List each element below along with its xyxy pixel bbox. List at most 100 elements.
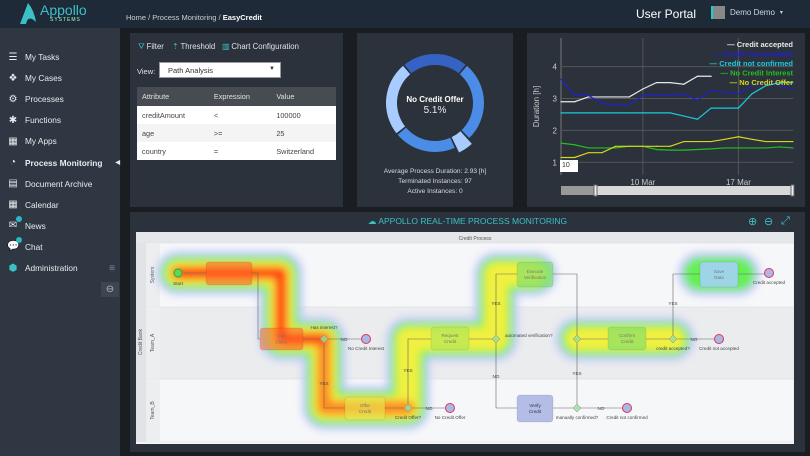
monitoring-panel: ☁ APPOLLO REAL-TIME PROCESS MONITORING ⊕… <box>130 212 805 452</box>
data-point <box>655 94 658 96</box>
navigator[interactable] <box>561 186 793 195</box>
gateway[interactable] <box>572 403 582 413</box>
y-axis-label: Duration [h] <box>532 86 541 127</box>
sidebar-item-processes[interactable]: ⚙ Processes <box>7 91 119 107</box>
data-point <box>696 140 699 143</box>
donut-slice[interactable] <box>397 127 455 152</box>
breadcrumb-process-monitoring[interactable]: Process Monitoring <box>152 13 217 22</box>
process-heatmap-diagram[interactable]: Credit Process Credit Bank System Team_A Tea… <box>136 232 794 444</box>
task-label: Credit <box>444 339 457 344</box>
sidebar-item-process-monitoring[interactable]: ◔ Process Monitoring ◀ <box>7 155 120 171</box>
sidebar-item-my-apps[interactable]: ▦ My Apps <box>7 133 119 149</box>
user-menu[interactable]: Demo Demo ▾ <box>711 6 783 19</box>
table-row[interactable]: country = Switzerland <box>137 142 336 160</box>
navigator-handle-right[interactable] <box>790 184 795 197</box>
end-event[interactable] <box>714 334 724 344</box>
collapse-sidebar-button[interactable]: ⊖ <box>101 282 119 297</box>
cell: country <box>137 142 209 160</box>
zoom-out-icon[interactable]: ⊖ <box>764 216 774 228</box>
donut-slice[interactable] <box>386 65 411 134</box>
data-point <box>778 146 780 148</box>
donut-panel: No Credit Offer 5.1% Average Process Dur… <box>357 33 513 207</box>
lane-label-column <box>146 379 160 442</box>
terminated-instances: Terminated Instances: 97 <box>398 178 472 185</box>
sidebar-item-news[interactable]: ✉ News <box>7 216 119 234</box>
sidebar-item-calendar[interactable]: ▦ Calendar <box>7 197 119 213</box>
table-row[interactable]: creditAmount <100000 <box>137 106 336 124</box>
data-point <box>751 147 753 149</box>
sidebar-item-label: Document Archive <box>25 178 93 189</box>
data-point <box>778 85 780 87</box>
series-line-no-credit-offer[interactable] <box>561 136 793 159</box>
threshold-button[interactable]: ⇡ Threshold <box>172 42 215 51</box>
legend-item[interactable]: — No Credit Offer <box>730 78 793 87</box>
sidebar-item-label: Process Monitoring <box>25 157 103 168</box>
series-line-credit-not-confirmed[interactable] <box>561 82 793 120</box>
cell: < <box>208 106 272 124</box>
series-line-credit-not-accepted[interactable] <box>560 79 794 106</box>
series-line-no-credit-interest[interactable] <box>560 142 794 151</box>
chart-configuration-button[interactable]: ▥ Chart Configuration <box>222 42 299 51</box>
logo[interactable]: Appollo SYSTEMS <box>18 1 88 27</box>
data-point <box>587 147 589 149</box>
breadcrumb-home[interactable]: Home <box>126 13 147 22</box>
expand-icon[interactable]: ⊞ <box>109 265 115 272</box>
sidebar-item-chat[interactable]: 💬 Chat <box>7 237 119 255</box>
active-indicator-icon: ◀ <box>115 160 120 166</box>
data-point <box>601 102 603 104</box>
sidebar-item-administration[interactable]: ⬢ Administration ⊞ <box>7 260 119 276</box>
task-label: Credit <box>529 409 542 414</box>
series-line-credit-accepted[interactable] <box>561 75 712 103</box>
gateway[interactable] <box>319 334 329 344</box>
cube-icon: ⬢ <box>8 262 18 274</box>
gateway[interactable] <box>403 403 413 413</box>
monitor-icon: ☁ <box>367 216 377 226</box>
donut-center-label: No Credit Offer <box>406 95 464 104</box>
zoom-in-icon[interactable]: ⊕ <box>748 216 758 228</box>
navigator-handle-left[interactable] <box>593 184 598 197</box>
lane-label: Team_A <box>150 333 156 352</box>
range-input[interactable]: 10 <box>560 160 578 172</box>
sidebar-item-my-cases[interactable]: ❖ My Cases <box>7 70 119 86</box>
monitoring-title: ☁ APPOLLO REAL-TIME PROCESS MONITORING <box>130 216 805 227</box>
data-point <box>792 147 794 149</box>
data-point <box>751 93 753 95</box>
fullscreen-icon[interactable]: ⤢ <box>781 215 790 227</box>
filter-button[interactable]: ⛛ Filter <box>138 42 164 52</box>
end-event[interactable] <box>764 268 774 278</box>
donut-slice[interactable] <box>451 131 472 153</box>
sidebar-item-my-tasks[interactable]: ☰ My Tasks <box>7 49 119 65</box>
legend-item[interactable]: — No Credit Interest <box>720 69 793 78</box>
data-point <box>724 107 726 109</box>
data-point <box>710 140 712 143</box>
table-row[interactable]: age >= 25 <box>137 124 336 142</box>
flow-label-yes: YES <box>668 301 677 306</box>
sidebar-item-document-archive[interactable]: ▤ Document Archive <box>7 176 119 192</box>
grid-icon: ▦ <box>8 135 18 147</box>
gateway[interactable] <box>668 334 678 344</box>
monitoring-title-text: APPOLLO REAL-TIME PROCESS MONITORING <box>378 216 568 226</box>
sidebar-item-functions[interactable]: ✱ Functions <box>7 112 119 128</box>
gears-icon: ⚙ <box>8 93 18 105</box>
end-event[interactable] <box>445 403 455 413</box>
task-label: Verification <box>524 275 547 280</box>
legend-item[interactable]: — Credit accepted <box>727 40 793 49</box>
donut-slice[interactable] <box>459 65 484 139</box>
gateway[interactable] <box>491 334 501 344</box>
donut-slice[interactable] <box>404 54 466 74</box>
end-event[interactable] <box>622 403 632 413</box>
view-select[interactable]: Path Analysis ▼ <box>159 62 281 78</box>
legend-item[interactable]: — Credit not confirmed <box>710 59 794 68</box>
end-event[interactable] <box>361 334 371 344</box>
data-point <box>655 82 658 84</box>
start-event[interactable] <box>173 268 183 278</box>
legend-item[interactable]: — Credit not accepted <box>713 50 793 59</box>
task-unlabeled[interactable] <box>205 261 253 286</box>
